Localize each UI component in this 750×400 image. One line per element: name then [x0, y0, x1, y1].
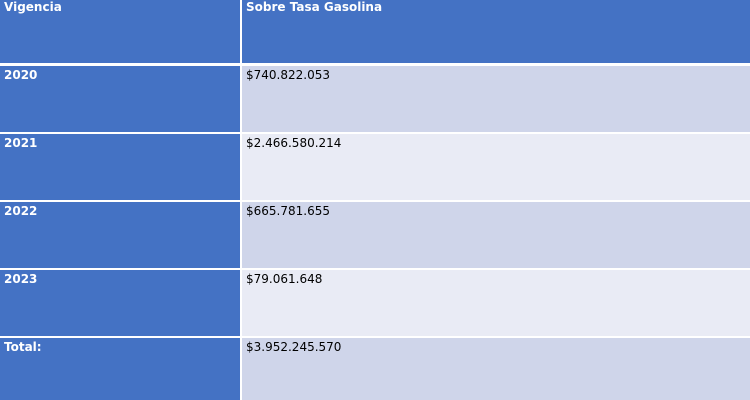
- row-year: 2021: [0, 134, 240, 200]
- table-row: 2020 $740.822.053: [0, 66, 750, 132]
- total-amount: $3.952.245.570: [242, 338, 750, 400]
- row-amount: $665.781.655: [242, 202, 750, 268]
- table-total-row: Total: $3.952.245.570: [0, 338, 750, 400]
- row-year: 2020: [0, 66, 240, 132]
- table-row: 2022 $665.781.655: [0, 202, 750, 268]
- table-row: 2023 $79.061.648: [0, 270, 750, 336]
- row-amount: $79.061.648: [242, 270, 750, 336]
- table-header-row: Vigencia Sobre Tasa Gasolina: [0, 0, 750, 63]
- row-amount: $2.466.580.214: [242, 134, 750, 200]
- row-year: 2022: [0, 202, 240, 268]
- header-vigencia: Vigencia: [0, 0, 240, 63]
- total-label: Total:: [0, 338, 240, 400]
- header-sobre-tasa-gasolina: Sobre Tasa Gasolina: [242, 0, 750, 63]
- row-year: 2023: [0, 270, 240, 336]
- row-amount: $740.822.053: [242, 66, 750, 132]
- table-row: 2021 $2.466.580.214: [0, 134, 750, 200]
